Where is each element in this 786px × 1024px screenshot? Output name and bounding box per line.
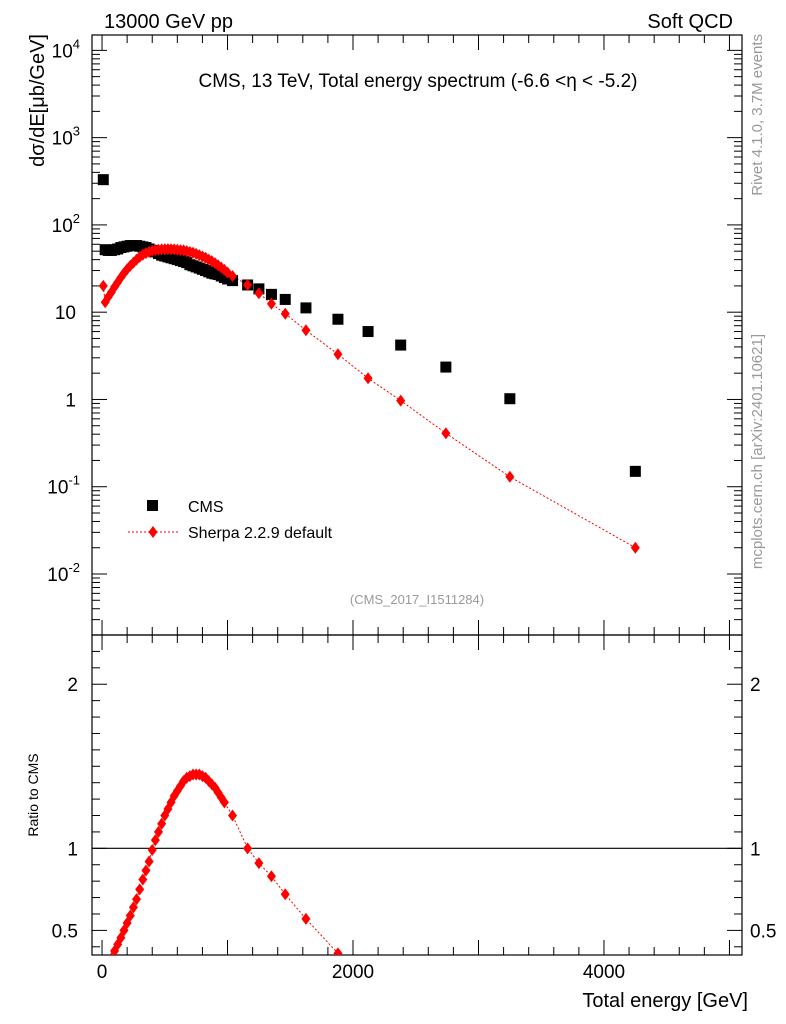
sherpa-ratio-point bbox=[157, 817, 167, 830]
sherpa-ratio-series bbox=[109, 768, 343, 955]
x-tick-label: 2000 bbox=[332, 962, 374, 983]
y-tick-label: 10 bbox=[55, 303, 76, 324]
cms-data-point bbox=[395, 339, 407, 351]
legend-sherpa-label: Sherpa 2.2.9 default bbox=[188, 525, 333, 542]
sherpa-data-point bbox=[254, 287, 264, 300]
header-beam: 13000 GeV pp bbox=[104, 11, 233, 33]
sherpa-data-point bbox=[98, 279, 108, 292]
sherpa-series bbox=[98, 243, 640, 554]
ratio-y-axis-label: Ratio to CMS bbox=[25, 753, 41, 836]
sherpa-ratio-point bbox=[333, 947, 343, 955]
x-tick-label: 0 bbox=[97, 962, 108, 983]
sherpa-series-line bbox=[102, 248, 636, 549]
sherpa-ratio-point bbox=[144, 855, 154, 868]
sherpa-ratio-point bbox=[280, 888, 290, 901]
side-rivet-label: Rivet 4.1.0, 3.7M events bbox=[749, 34, 766, 196]
sherpa-ratio-point bbox=[132, 893, 142, 906]
sherpa-ratio-point bbox=[301, 912, 311, 925]
sherpa-ratio-point bbox=[125, 909, 135, 922]
ratio-panel-frame bbox=[91, 634, 743, 956]
sherpa-ratio-point bbox=[138, 873, 148, 886]
main-axis-ticks bbox=[92, 35, 742, 636]
cms-data-point bbox=[440, 361, 452, 373]
ratio-axis-ticks bbox=[92, 635, 742, 955]
sherpa-ratio-point bbox=[141, 864, 151, 877]
y-tick-label: 1 bbox=[65, 390, 76, 411]
ratio-tick-label-left: 0.5 bbox=[52, 921, 78, 942]
ratio-tick-label-left: 1 bbox=[67, 839, 78, 860]
ratio-tick-label-right: 2 bbox=[750, 675, 761, 696]
sherpa-ratio-point bbox=[243, 842, 253, 855]
legend: CMS Sherpa 2.2.9 default bbox=[128, 499, 333, 542]
legend-cms-label: CMS bbox=[188, 499, 224, 516]
sherpa-ratio-point bbox=[266, 870, 276, 883]
sherpa-data-point bbox=[441, 427, 451, 440]
cms-data-point bbox=[629, 465, 641, 477]
cms-data-point bbox=[97, 174, 109, 186]
sherpa-data-point bbox=[116, 271, 126, 284]
side-source-label: mcplots.cern.ch [arXiv:2401.10621] bbox=[749, 334, 766, 569]
y-tick-label: 103 bbox=[52, 124, 80, 150]
sherpa-data-point bbox=[228, 269, 238, 282]
sherpa-ratio-point bbox=[228, 809, 238, 822]
sherpa-data-point bbox=[301, 324, 311, 337]
sherpa-ratio-point bbox=[154, 825, 164, 838]
sherpa-data-point bbox=[243, 278, 253, 291]
cms-series bbox=[97, 174, 641, 477]
legend-cms-marker bbox=[147, 500, 158, 511]
sherpa-ratio-point bbox=[219, 796, 229, 809]
y-axis-label: dσ/dE[μb/GeV] bbox=[27, 34, 49, 167]
legend-sherpa-marker bbox=[148, 526, 158, 538]
sherpa-data-point bbox=[132, 253, 142, 266]
cms-data-point bbox=[279, 293, 291, 305]
cms-data-point bbox=[504, 393, 516, 405]
ratio-tick-label-right: 1 bbox=[750, 839, 761, 860]
x-axis-tick-labels: 0 2000 4000 bbox=[97, 962, 625, 983]
ratio-tick-label-left: 2 bbox=[67, 675, 78, 696]
sherpa-ratio-point bbox=[254, 857, 264, 870]
analysis-label: (CMS_2017_I1511284) bbox=[350, 592, 484, 607]
sherpa-ratio-point bbox=[109, 952, 114, 955]
x-axis-label: Total energy [GeV] bbox=[582, 990, 748, 1012]
sherpa-data-point bbox=[630, 541, 640, 554]
ratio-tick-label-right: 0.5 bbox=[750, 921, 776, 942]
y-tick-label: 104 bbox=[52, 36, 80, 62]
sherpa-ratio-point bbox=[128, 901, 138, 914]
cms-data-point bbox=[362, 326, 374, 338]
y-tick-label: 102 bbox=[52, 211, 80, 237]
header-process: Soft QCD bbox=[647, 11, 733, 33]
y-tick-label: 10-1 bbox=[47, 473, 80, 499]
sherpa-data-point bbox=[363, 372, 373, 385]
main-axis-labels: 10-2 10-1 1 10 102 103 104 bbox=[47, 36, 80, 586]
y-tick-label: 10-2 bbox=[47, 560, 80, 586]
sherpa-data-point bbox=[505, 470, 515, 483]
cms-data-point bbox=[300, 302, 312, 314]
cms-data-point bbox=[265, 288, 277, 300]
x-tick-label: 4000 bbox=[583, 962, 625, 983]
sherpa-ratio-point bbox=[116, 931, 126, 944]
sherpa-data-point bbox=[266, 297, 276, 310]
chart-title: CMS, 13 TeV, Total energy spectrum (-6.6… bbox=[199, 71, 638, 92]
ratio-axis-labels: 0.5 0.5 1 1 2 2 bbox=[52, 675, 777, 942]
sherpa-ratio-point bbox=[110, 944, 120, 955]
sherpa-data-point bbox=[396, 394, 406, 407]
sherpa-ratio-point bbox=[135, 883, 145, 896]
sherpa-data-point bbox=[280, 307, 290, 320]
sherpa-data-point bbox=[135, 250, 145, 263]
sherpa-ratio-point bbox=[150, 834, 160, 847]
sherpa-data-point bbox=[333, 348, 343, 361]
cms-data-point bbox=[332, 313, 344, 325]
main-panel-frame bbox=[91, 34, 743, 636]
sherpa-ratio-point bbox=[147, 843, 157, 856]
